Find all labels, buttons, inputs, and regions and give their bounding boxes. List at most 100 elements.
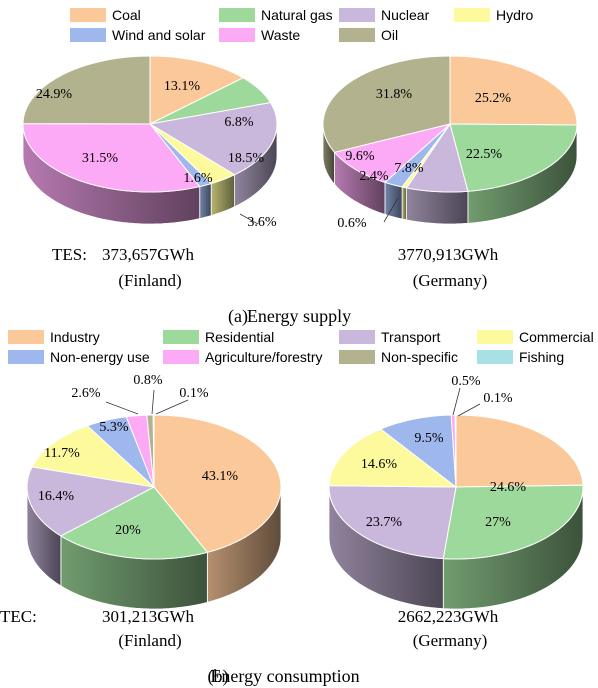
legend-item-commercial: Commercial	[477, 329, 594, 345]
data-label-agriculture-forestry: 0.5%	[451, 374, 481, 389]
legend-swatch	[219, 28, 255, 42]
data-label-residential: 20%	[115, 523, 141, 538]
pie-germany: 24.6% 27% 23.7% 14.6% 9.5% 0.5%0.1%	[328, 374, 584, 610]
country-label: (Finland)	[118, 271, 181, 290]
data-label-oil: 24.9%	[36, 87, 73, 102]
panel-caption: Energy consumption	[210, 666, 359, 686]
panel-tag: (b)	[208, 666, 229, 687]
pie-side-wind-and-solar	[384, 181, 403, 220]
legend-swatch	[339, 350, 375, 364]
leader-line	[452, 387, 461, 416]
data-label-waste: 9.6%	[345, 149, 375, 164]
panel-caption: Energy supply	[247, 306, 351, 326]
pie-slice-non-energy-use	[379, 414, 457, 489]
data-label-residential: 27%	[485, 515, 511, 530]
legend-label: Industry	[50, 329, 100, 345]
legend-swatch	[163, 350, 199, 364]
legend-swatch	[477, 350, 513, 364]
leader-line	[383, 197, 399, 223]
pie-slice-nuclear	[405, 122, 469, 193]
legend-swatch	[70, 28, 106, 42]
pie-finland: 13.1% 6.8% 18.5% 3.6% 1.6% 31.5% 24.9%	[22, 55, 278, 230]
legend-swatch	[219, 8, 255, 22]
pie-slice-industry	[455, 414, 584, 488]
data-label-agriculture-forestry: 2.6%	[71, 386, 101, 401]
pie-slice-residential	[59, 486, 209, 560]
pie-side-walls	[26, 486, 282, 610]
total-value: 373,657GWh	[102, 245, 195, 264]
pie-slice-fishing	[152, 414, 155, 488]
legend-item-wind-and-solar: Wind and solar	[70, 27, 206, 43]
legend-item-fishing: Fishing	[477, 349, 564, 365]
pie-slice-coal	[449, 55, 578, 126]
data-label-industry: 24.6%	[490, 480, 527, 495]
legend-swatch	[339, 330, 375, 344]
data-label-transport: 16.4%	[38, 489, 75, 504]
legend-label: Non-energy use	[50, 349, 150, 365]
legend-item-oil: Oil	[339, 27, 398, 43]
pie-slice-natural-gas	[149, 77, 272, 125]
legend-item-agriculture-forestry: Agriculture/forestry	[163, 349, 322, 365]
legend-item-natural-gas: Natural gas	[219, 7, 333, 23]
data-label-fishing: 0.1%	[179, 386, 209, 401]
total-value: 3770,913GWh	[398, 245, 499, 264]
pie-side-walls	[322, 123, 578, 225]
pie-slice-coal	[149, 55, 245, 125]
leader-line	[239, 213, 259, 225]
pie-slice-non-energy-use	[86, 416, 155, 488]
legend-item-non-specific: Non-specific	[339, 349, 458, 365]
legend-item-coal: Coal	[70, 7, 141, 23]
data-label-commercial: 14.6%	[361, 457, 398, 472]
data-label-fishing: 0.1%	[483, 391, 513, 406]
pie-side-wind-and-solar	[199, 183, 212, 220]
data-label-nuclear: 7.8%	[394, 161, 424, 176]
legend-item-waste: Waste	[219, 27, 300, 43]
pie-slice-commercial	[328, 428, 458, 488]
legend-item-non-energy-use: Non-energy use	[8, 349, 150, 365]
legend-label: Fishing	[519, 349, 564, 365]
legend-swatch	[477, 330, 513, 344]
leader-line	[151, 389, 155, 415]
legend-label: Waste	[261, 27, 300, 43]
legend-a: Coal Natural gas Nuclear Hydro Wind and sola…	[70, 7, 534, 43]
leader-line	[457, 403, 481, 417]
data-label-non-energy-use: 5.3%	[99, 420, 129, 435]
legend-swatch	[8, 330, 44, 344]
data-label-hydro: 0.6%	[337, 216, 367, 231]
data-label-transport: 23.7%	[366, 515, 403, 530]
legend-swatch	[339, 28, 375, 42]
legend-swatch	[8, 350, 44, 364]
legend-b: Industry Residential Transport Commercial No…	[8, 329, 594, 365]
data-label-wind-and-solar: 2.4%	[359, 169, 389, 184]
pie-slice-waste	[22, 123, 201, 193]
pie-slice-transport	[328, 485, 457, 560]
total-label: TES:	[52, 245, 87, 264]
data-label-non-specific: 0.8%	[133, 373, 163, 388]
pie-slice-oil	[322, 55, 451, 153]
total-value: 2662,223GWh	[398, 607, 499, 626]
data-label-hydro: 3.6%	[247, 215, 277, 230]
legend-label: Hydro	[496, 7, 534, 23]
legend-label: Commercial	[519, 329, 594, 345]
legend-label: Coal	[112, 7, 141, 23]
pie-slice-natural-gas	[449, 123, 578, 192]
legend-swatch	[163, 330, 199, 344]
pie-slice-oil	[22, 55, 151, 125]
pie-slice-industry	[153, 414, 282, 553]
legend-label: Nuclear	[381, 7, 430, 23]
panel-tag: (a)	[228, 306, 248, 327]
data-label-natural-gas: 6.8%	[224, 115, 254, 130]
legend-swatch	[339, 8, 375, 22]
pie-finland: 43.1% 20% 16.4% 11.7% 5.3% 2.6% 0.8% 0.1%	[26, 373, 282, 610]
pie-slice-hydro	[149, 123, 236, 185]
legend-label: Oil	[381, 27, 398, 43]
data-label-industry: 43.1%	[202, 469, 239, 484]
data-label-coal: 13.1%	[164, 79, 201, 94]
pie-slice-transport	[26, 466, 156, 537]
pie-side-walls	[22, 123, 278, 225]
data-label-commercial: 11.7%	[44, 446, 80, 461]
data-label-wind-and-solar: 1.6%	[183, 171, 213, 186]
legend-swatch	[70, 8, 106, 22]
legend-item-hydro: Hydro	[454, 7, 534, 23]
